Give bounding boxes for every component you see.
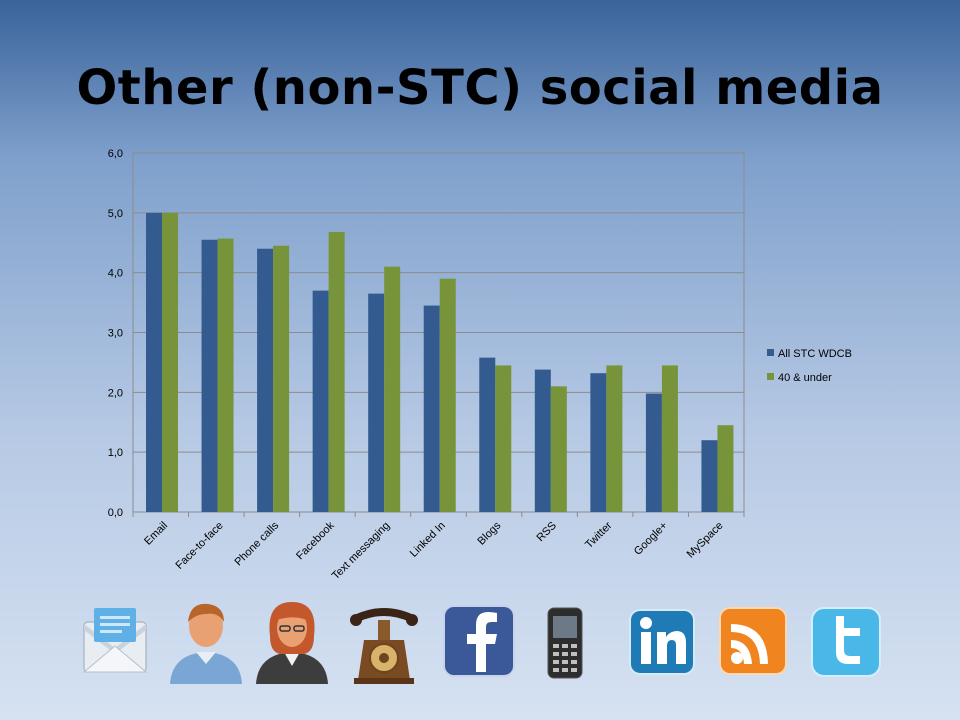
rss-icon <box>718 596 798 686</box>
bar-1 <box>423 305 440 512</box>
bar-2 <box>661 365 678 512</box>
bar-1 <box>534 369 551 512</box>
bar-1 <box>590 373 607 512</box>
y-tick-label: 2,0 <box>108 387 123 399</box>
bar-2 <box>439 278 456 512</box>
bar-2 <box>495 365 512 512</box>
bar-1 <box>146 212 162 513</box>
bar-chart: 0,0 1,0 2,0 3,0 4,0 5,0 6,0 Email Face-to-face Ph… <box>108 148 852 583</box>
twitter-icon <box>810 596 890 686</box>
facebook-icon <box>442 596 522 686</box>
mobile-phone-icon <box>534 596 614 686</box>
bar-2 <box>550 386 567 512</box>
bar-2 <box>717 425 734 512</box>
legend-swatch <box>767 349 774 356</box>
y-tick-label: 3,0 <box>108 328 123 340</box>
bar-1 <box>312 290 329 512</box>
y-tick-label: 6,0 <box>108 148 123 160</box>
x-category-label: Twitter <box>583 519 615 551</box>
x-category-label: Phone calls <box>233 519 282 568</box>
bar-1 <box>479 357 496 512</box>
legend-label: All STC WDCB <box>778 348 852 360</box>
x-category-label: MySpace <box>685 520 726 561</box>
x-category-label: Facebook <box>294 519 337 562</box>
x-category-label: Face-to-face <box>174 520 226 572</box>
legend-label: 40 & under <box>778 372 832 384</box>
man-avatar-icon <box>166 596 246 686</box>
x-category-label: RSS <box>534 520 558 544</box>
legend-swatch <box>767 373 774 380</box>
y-tick-label: 4,0 <box>108 268 123 280</box>
bar-1 <box>368 293 385 512</box>
bar-1 <box>201 239 218 512</box>
y-tick-label: 0,0 <box>108 507 123 519</box>
bar-1 <box>257 248 274 512</box>
x-category-label: Email <box>142 520 170 548</box>
bar-2 <box>384 266 401 512</box>
x-category-label: Google+ <box>632 520 670 558</box>
bar-2 <box>162 212 178 513</box>
x-category-label: Blogs <box>475 519 503 547</box>
icon-strip <box>0 596 960 720</box>
telephone-icon <box>344 596 424 686</box>
y-tick-label: 5,0 <box>108 208 123 220</box>
x-category-label: Linked In <box>408 520 448 560</box>
bar-2 <box>328 231 345 513</box>
x-category-label: Text messaging <box>330 520 393 583</box>
linkedin-icon <box>628 596 708 686</box>
y-tick-label: 1,0 <box>108 447 123 459</box>
woman-avatar-icon <box>252 596 332 686</box>
bar-1 <box>645 393 662 512</box>
bar-2 <box>217 238 234 513</box>
email-icon <box>78 596 158 686</box>
bar-1 <box>701 440 718 512</box>
bar-2 <box>273 245 290 512</box>
slide-title: Other (non-STC) social media <box>76 60 884 116</box>
bar-2 <box>606 365 623 512</box>
